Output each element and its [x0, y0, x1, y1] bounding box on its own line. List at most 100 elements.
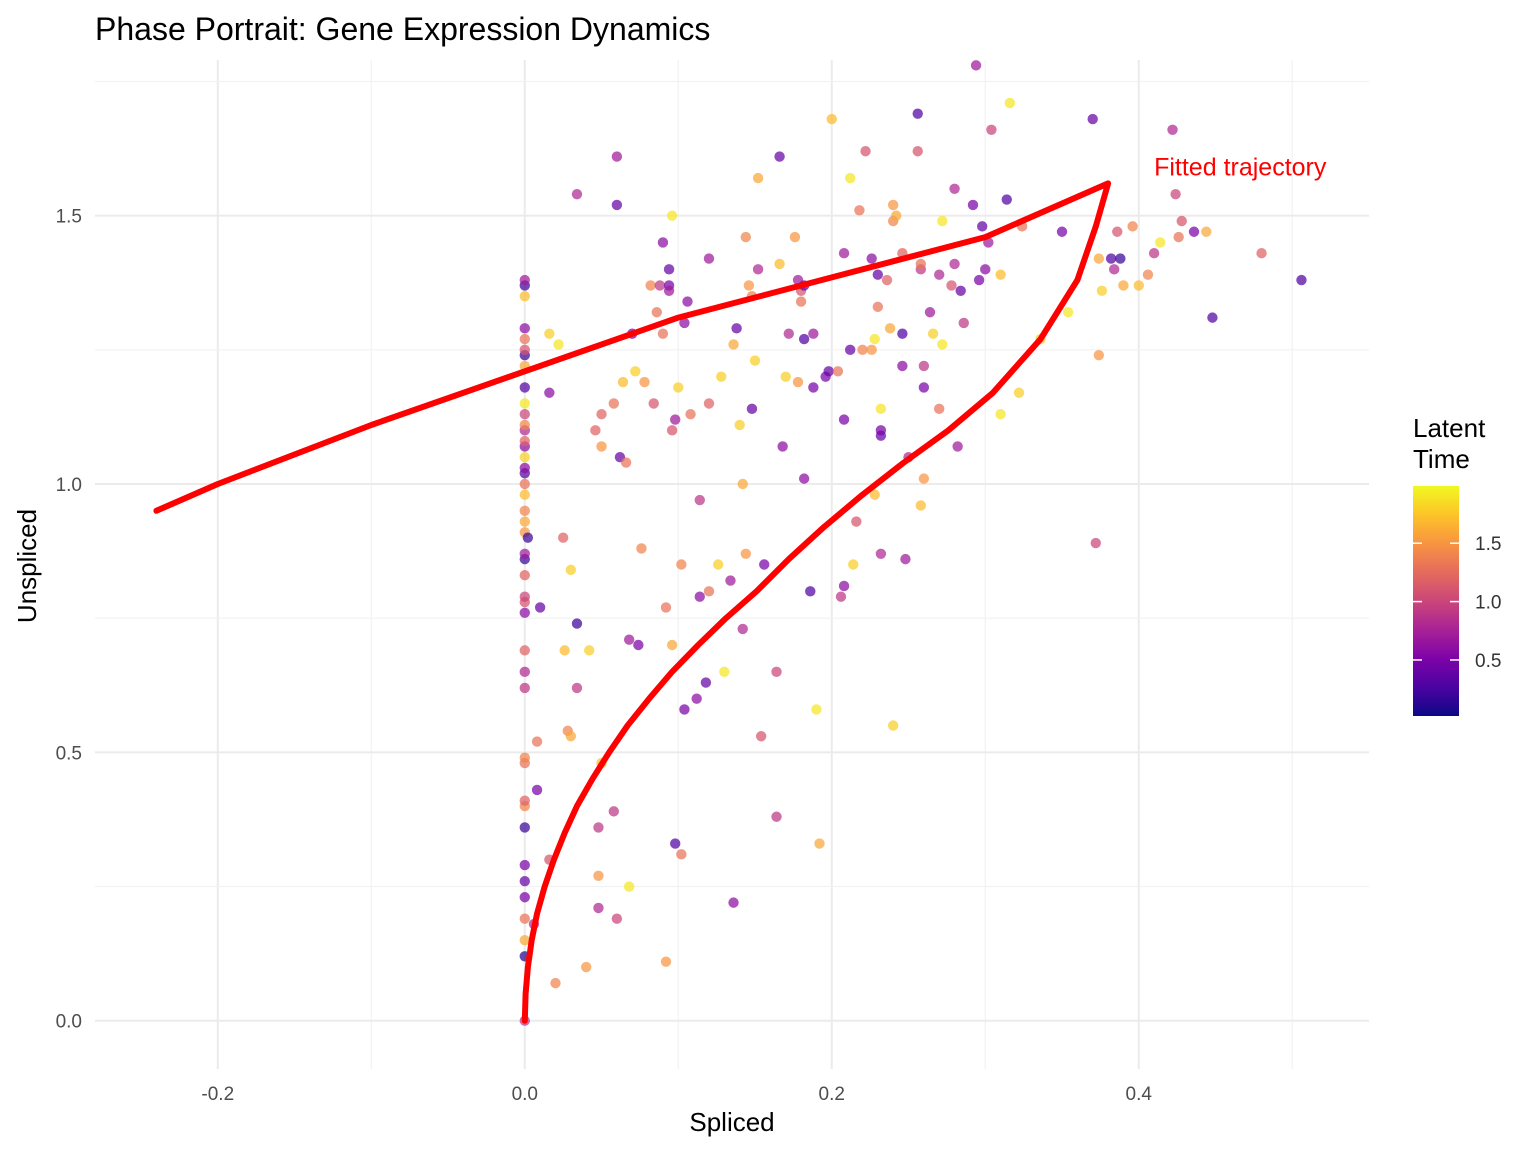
cell-point	[519, 875, 530, 887]
cell-point	[774, 258, 785, 270]
cell-point	[875, 548, 887, 559]
scatter-points	[519, 60, 1307, 1026]
cell-point	[519, 859, 530, 871]
cell-point	[737, 478, 748, 490]
cell-point	[519, 607, 530, 619]
cell-point	[915, 500, 926, 511]
cell-point	[771, 666, 782, 678]
legend: Latent Time 0.5 1.0 1.5	[1413, 413, 1501, 716]
cell-point	[811, 704, 822, 715]
cell-point	[725, 575, 736, 586]
cell-point	[519, 462, 530, 474]
cell-point	[694, 494, 705, 506]
cell-point	[798, 473, 810, 484]
cell-point	[1170, 188, 1181, 200]
cell-point	[854, 205, 865, 216]
cell-point	[663, 264, 675, 275]
cell-point	[519, 795, 530, 806]
cell-point	[869, 489, 880, 500]
cell-point	[1013, 387, 1025, 398]
colorbar-ticks: 0.5 1.0 1.5	[1413, 534, 1501, 672]
cell-point	[519, 333, 530, 345]
cell-point	[596, 441, 607, 452]
cell-point	[746, 403, 758, 415]
cell-point	[844, 344, 856, 356]
cell-point	[593, 870, 604, 881]
colorbar-tick-label: 0.5	[1475, 651, 1501, 672]
cell-point	[654, 280, 666, 291]
cell-point	[995, 269, 1006, 280]
cell-point	[808, 382, 819, 393]
cell-point	[912, 108, 923, 119]
cell-point	[881, 274, 893, 286]
cell-point	[611, 913, 623, 924]
cell-point	[519, 398, 530, 409]
cell-point	[832, 366, 844, 377]
cell-point	[752, 264, 764, 275]
cell-point	[844, 172, 856, 184]
cell-point	[623, 881, 635, 892]
cell-point	[891, 210, 902, 221]
cell-point	[648, 398, 659, 409]
cell-point	[1004, 97, 1016, 109]
cell-point	[995, 409, 1006, 420]
cell-point	[666, 639, 678, 651]
x-tick-label: 0.2	[819, 1084, 845, 1105]
cell-point	[1201, 226, 1212, 237]
cell-point	[657, 237, 669, 248]
cell-point	[519, 419, 530, 431]
cell-point	[700, 677, 712, 688]
cell-point	[1090, 537, 1101, 549]
cell-point	[1115, 253, 1126, 264]
cell-point	[550, 977, 561, 989]
cell-point	[737, 623, 748, 635]
cell-point	[1112, 226, 1123, 237]
cell-point	[937, 339, 948, 350]
cell-point	[857, 344, 868, 356]
cell-point	[651, 307, 662, 318]
trajectory-line	[153, 180, 1112, 1024]
cell-point	[590, 425, 601, 436]
cell-point	[611, 199, 623, 211]
cell-point	[519, 451, 530, 463]
cell-point	[1109, 264, 1120, 275]
cell-point	[519, 382, 530, 393]
cell-point	[728, 339, 739, 350]
cell-point	[808, 328, 819, 339]
cell-point	[608, 398, 620, 409]
fitted-trajectory	[153, 180, 1112, 1024]
cell-point	[1256, 248, 1267, 259]
cell-point	[519, 892, 530, 903]
cell-point	[875, 425, 887, 436]
cell-point	[623, 634, 635, 645]
cell-point	[639, 376, 650, 388]
cell-point	[633, 639, 644, 651]
cell-point	[946, 280, 957, 291]
cell-point	[783, 328, 794, 339]
cell-point	[519, 489, 530, 500]
cell-point	[967, 199, 979, 211]
cell-point	[1167, 124, 1178, 135]
cell-point	[630, 366, 641, 377]
cell-point	[663, 285, 675, 296]
cell-point	[531, 736, 543, 747]
cell-point	[887, 720, 899, 731]
cell-point	[716, 371, 727, 382]
cell-point	[924, 307, 936, 318]
cell-point	[805, 586, 816, 597]
cell-point	[771, 811, 782, 822]
cell-point	[617, 376, 629, 388]
cell-point	[1188, 226, 1200, 237]
cell-point	[973, 274, 985, 286]
cell-point	[1001, 194, 1012, 205]
cell-point	[519, 666, 530, 678]
cell-point	[887, 199, 899, 211]
cell-point	[679, 704, 690, 715]
cell-point	[703, 398, 715, 409]
cell-point	[734, 419, 745, 431]
cell-point	[851, 516, 862, 527]
cell-point	[519, 591, 530, 602]
cell-point	[1148, 248, 1160, 259]
cell-point	[774, 151, 785, 162]
